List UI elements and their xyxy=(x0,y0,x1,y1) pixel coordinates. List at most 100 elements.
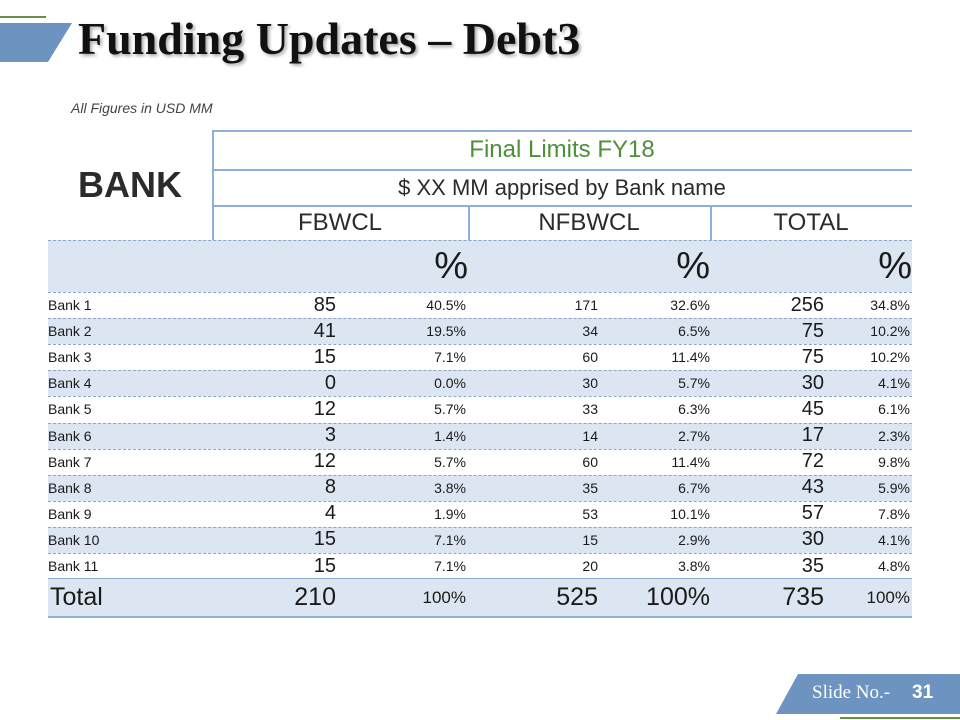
bank-name: Bank 5 xyxy=(48,401,92,418)
total-row: Total 210 100% 525 100% 735 100% xyxy=(48,579,912,616)
nfbwcl-percent-heading: % xyxy=(676,244,710,287)
apprised-heading: $ XX MM apprised by Bank name xyxy=(398,174,726,200)
nfbwcl-pct: 6.3% xyxy=(678,401,710,418)
units-note: All Figures in USD MM xyxy=(71,100,213,116)
table-row: Bank 8 8 3.8% 35 6.7% 43 5.9% xyxy=(48,474,912,501)
total-value: 75 xyxy=(801,345,824,368)
bank-name: Bank 7 xyxy=(48,453,92,470)
bank-name: Bank 4 xyxy=(48,375,92,392)
slide-number-tab xyxy=(776,674,960,714)
bank-name: Bank 8 xyxy=(48,479,92,496)
fbwcl-pct: 40.5% xyxy=(426,297,466,314)
fbwcl-pct: 1.9% xyxy=(434,505,466,522)
table-row: Bank 7 12 5.7% 60 11.4% 72 9.8% xyxy=(48,449,912,475)
fbwcl-pct: 7.1% xyxy=(434,558,466,575)
total-percent-heading: % xyxy=(878,244,912,287)
total-grand-pct: 100% xyxy=(866,587,910,607)
fbwcl-value: 12 xyxy=(313,450,336,473)
fbwcl-value: 41 xyxy=(313,319,336,342)
table-row: Bank 9 4 1.9% 53 10.1% 57 7.8% xyxy=(48,501,912,527)
nfbwcl-value: 171 xyxy=(574,297,598,314)
total-nfbwcl: 525 xyxy=(556,583,598,611)
table-row: Bank 1 85 40.5% 171 32.6% 256 34.8% xyxy=(48,292,912,318)
bank-name: Bank 2 xyxy=(48,323,92,340)
total-value: 17 xyxy=(801,424,824,447)
total-fbwcl: 210 xyxy=(294,583,336,611)
row-divider xyxy=(48,370,912,372)
nfbwcl-column-header: NFBWCL xyxy=(538,209,640,236)
row-divider xyxy=(48,448,912,450)
total-pct: 10.2% xyxy=(870,349,910,366)
nfbwcl-value: 35 xyxy=(582,479,598,496)
header-rule-3 xyxy=(212,205,912,207)
bank-name: Bank 10 xyxy=(48,531,100,548)
fbwcl-value: 0 xyxy=(324,371,336,394)
row-divider xyxy=(48,240,912,241)
fbwcl-column-header: FBWCL xyxy=(298,209,382,236)
total-pct: 2.3% xyxy=(878,427,910,444)
nfbwcl-value: 53 xyxy=(582,505,598,522)
row-divider xyxy=(48,500,912,502)
nfbwcl-pct: 5.7% xyxy=(678,375,710,392)
bank-name: Bank 11 xyxy=(48,558,99,575)
row-divider xyxy=(48,553,912,554)
total-pct: 4.1% xyxy=(878,531,910,548)
total-pct: 10.2% xyxy=(870,323,910,340)
row-divider xyxy=(48,474,912,476)
table-row: Bank 5 12 5.7% 33 6.3% 45 6.1% xyxy=(48,396,912,422)
fbwcl-percent-heading: % xyxy=(434,244,468,287)
nfbwcl-pct: 6.7% xyxy=(678,479,710,496)
total-value: 75 xyxy=(801,319,824,342)
total-nfbwcl-pct: 100% xyxy=(646,583,710,611)
total-pct: 5.9% xyxy=(878,479,910,496)
total-fbwcl-pct: 100% xyxy=(422,587,466,607)
total-value: 256 xyxy=(790,293,824,316)
fbwcl-pct: 1.4% xyxy=(434,427,466,444)
header-top-rule xyxy=(212,130,912,132)
nfbwcl-value: 34 xyxy=(582,323,598,340)
table-row: Bank 2 41 19.5% 34 6.5% 75 10.2% xyxy=(48,318,912,345)
nfbwcl-value: 20 xyxy=(582,558,598,575)
bank-name: Bank 3 xyxy=(48,349,92,366)
bank-name: Bank 9 xyxy=(48,505,92,522)
nfbwcl-value: 33 xyxy=(582,401,598,418)
slide-number: 31 xyxy=(912,682,934,703)
fbwcl-pct: 0.0% xyxy=(434,375,466,392)
nfbwcl-pct: 2.7% xyxy=(678,427,710,444)
fbwcl-value: 15 xyxy=(313,554,336,577)
nfbwcl-value: 60 xyxy=(582,453,598,470)
fbwcl-value: 15 xyxy=(313,528,336,551)
nfbwcl-value: 14 xyxy=(582,427,598,444)
header-divider-1 xyxy=(468,206,470,240)
total-pct: 9.8% xyxy=(878,453,910,470)
row-divider xyxy=(48,344,912,346)
total-grand: 735 xyxy=(782,583,824,611)
table-row: Bank 3 15 7.1% 60 11.4% 75 10.2% xyxy=(48,344,912,370)
total-value: 30 xyxy=(801,528,824,551)
bank-name: Bank 6 xyxy=(48,427,92,444)
total-column-header: TOTAL xyxy=(773,209,849,236)
total-pct: 34.8% xyxy=(870,297,910,314)
final-limits-heading: Final Limits FY18 xyxy=(469,136,655,163)
fbwcl-pct: 5.7% xyxy=(434,453,466,470)
fbwcl-value: 3 xyxy=(324,424,336,447)
percent-heading-row: % % % xyxy=(48,240,912,292)
row-divider xyxy=(48,526,912,528)
fbwcl-value: 4 xyxy=(324,502,336,525)
table-row: Bank 6 3 1.4% 14 2.7% 17 2.3% xyxy=(48,422,912,449)
nfbwcl-pct: 2.9% xyxy=(678,531,710,548)
nfbwcl-pct: 11.4% xyxy=(671,349,710,366)
total-bottom-rule xyxy=(48,616,912,618)
header-rule-2 xyxy=(212,169,912,171)
nfbwcl-value: 60 xyxy=(582,349,598,366)
header-left-rule xyxy=(212,130,214,240)
footer-accent-line xyxy=(840,717,960,719)
total-pct: 4.8% xyxy=(878,558,910,575)
total-value: 30 xyxy=(801,371,824,394)
total-value: 72 xyxy=(801,450,824,473)
total-pct: 4.1% xyxy=(878,375,910,392)
fbwcl-pct: 5.7% xyxy=(434,401,466,418)
nfbwcl-pct: 32.6% xyxy=(670,297,710,314)
nfbwcl-pct: 3.8% xyxy=(678,558,710,575)
row-divider xyxy=(48,396,912,398)
